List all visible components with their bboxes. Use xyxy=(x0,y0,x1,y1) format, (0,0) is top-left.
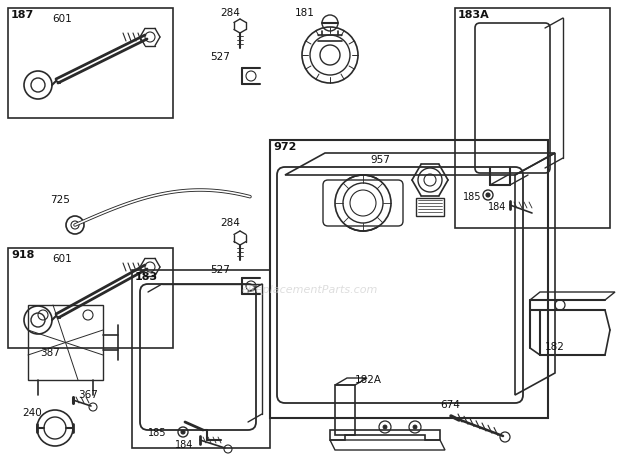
Text: 674: 674 xyxy=(440,400,460,410)
Bar xyxy=(270,140,548,418)
Text: 387: 387 xyxy=(40,348,60,358)
Circle shape xyxy=(486,193,490,197)
Text: 187: 187 xyxy=(11,10,34,20)
Bar xyxy=(28,305,103,380)
Bar xyxy=(416,198,444,216)
Text: 184: 184 xyxy=(488,202,507,212)
Text: 725: 725 xyxy=(50,195,70,205)
Text: 182: 182 xyxy=(545,342,565,352)
Circle shape xyxy=(181,430,185,434)
Text: 284: 284 xyxy=(220,218,240,228)
Text: 183: 183 xyxy=(135,272,158,282)
Text: 183A: 183A xyxy=(458,10,490,20)
Bar xyxy=(8,248,173,348)
Circle shape xyxy=(413,425,417,429)
Text: eReplacementParts.com: eReplacementParts.com xyxy=(242,285,378,295)
Text: 972: 972 xyxy=(273,142,296,152)
Text: 527: 527 xyxy=(210,265,230,275)
Circle shape xyxy=(383,425,387,429)
Text: 185: 185 xyxy=(148,428,167,438)
Text: 240: 240 xyxy=(22,408,42,418)
Text: 918: 918 xyxy=(11,250,34,260)
Text: 182A: 182A xyxy=(355,375,382,385)
Text: 957: 957 xyxy=(370,155,390,165)
Text: 284: 284 xyxy=(220,8,240,18)
Bar xyxy=(455,8,610,228)
Text: 601: 601 xyxy=(52,254,72,264)
Text: 601: 601 xyxy=(52,14,72,24)
Text: 181: 181 xyxy=(295,8,315,18)
Text: 185: 185 xyxy=(463,192,482,202)
Text: 367: 367 xyxy=(78,390,98,400)
FancyBboxPatch shape xyxy=(323,180,403,226)
Bar xyxy=(132,270,270,448)
Text: 527: 527 xyxy=(210,52,230,62)
Text: 184: 184 xyxy=(175,440,193,450)
Bar xyxy=(8,8,173,118)
